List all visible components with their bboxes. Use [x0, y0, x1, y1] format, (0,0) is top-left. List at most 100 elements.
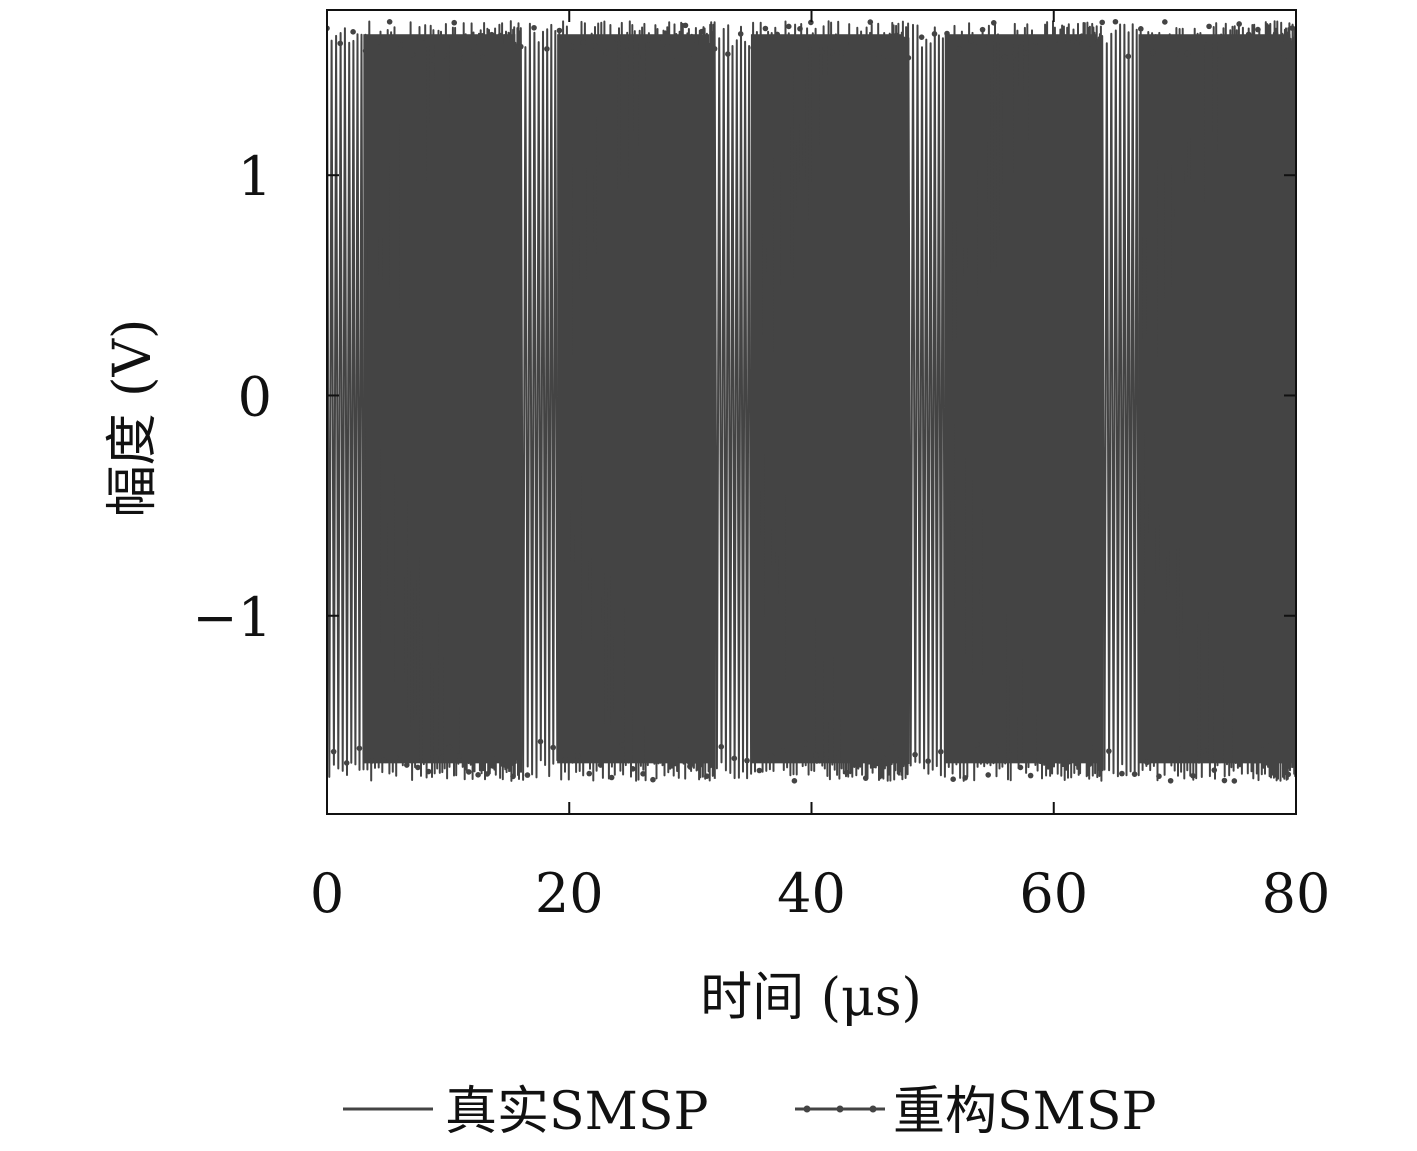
recon-marker — [1272, 30, 1279, 37]
recon-marker — [968, 37, 974, 44]
recon-marker — [1255, 26, 1261, 33]
recon-marker — [1236, 21, 1242, 27]
y-tick-label-0: 1 — [238, 145, 272, 208]
recon-marker — [603, 49, 609, 56]
recon-marker — [592, 43, 598, 49]
recon-marker — [918, 34, 925, 40]
recon-marker — [619, 742, 626, 748]
recon-marker — [695, 749, 702, 756]
recon-marker — [451, 19, 458, 26]
y-axis-label: 幅度 (V) — [103, 319, 163, 518]
recon-marker — [1285, 771, 1292, 778]
recon-marker — [678, 743, 684, 749]
recon-marker — [1056, 746, 1063, 753]
recon-marker — [550, 744, 557, 751]
recon-marker — [1250, 745, 1257, 751]
recon-marker — [493, 755, 499, 762]
recon-marker — [1289, 25, 1296, 31]
x-axis-ticks: 0 20 40 60 80 — [310, 10, 1330, 925]
recon-marker — [901, 51, 908, 58]
x-tick-label-2: 40 — [777, 862, 846, 925]
recon-marker — [1012, 52, 1019, 58]
recon-marker — [1125, 53, 1132, 60]
recon-marker — [889, 744, 896, 750]
recon-marker — [699, 28, 706, 35]
recon-marker — [848, 40, 855, 47]
recon-marker — [867, 19, 874, 25]
recon-marker — [1221, 777, 1228, 784]
recon-marker — [1179, 745, 1185, 752]
recon-marker — [956, 46, 962, 52]
recon-marker — [853, 752, 860, 759]
recon-marker — [912, 751, 918, 758]
recon-marker — [608, 774, 615, 781]
recon-marker — [1268, 740, 1275, 747]
burst-wave-2 — [713, 20, 910, 782]
recon-marker — [398, 42, 404, 49]
recon-marker — [544, 46, 550, 52]
recon-marker — [415, 764, 421, 771]
recon-marker — [537, 738, 544, 745]
recon-marker — [1074, 760, 1081, 767]
recon-marker — [813, 752, 820, 759]
recon-marker — [1231, 778, 1238, 784]
recon-marker — [1007, 752, 1013, 759]
recon-marker — [580, 39, 587, 46]
recon-marker — [768, 752, 775, 759]
recon-marker — [456, 753, 462, 759]
recon-marker — [446, 744, 453, 750]
recon-marker — [1037, 758, 1044, 765]
recon-marker — [1070, 38, 1076, 45]
recon-marker — [1083, 751, 1089, 757]
recon-marker — [669, 751, 675, 757]
recon-marker — [872, 739, 878, 745]
recon-marker — [330, 748, 337, 755]
recon-marker — [931, 31, 938, 37]
recon-marker — [436, 750, 442, 756]
recon-marker — [791, 778, 798, 784]
recon-marker — [893, 32, 900, 39]
recon-marker — [630, 766, 636, 772]
recon-marker — [1173, 50, 1180, 57]
recon-marker — [744, 757, 750, 764]
burst-wave-0 — [327, 20, 522, 782]
recon-marker — [1195, 35, 1202, 41]
recon-marker — [1162, 19, 1168, 25]
recon-marker — [1216, 52, 1223, 58]
recon-marker — [938, 748, 944, 755]
recon-marker — [1001, 54, 1008, 60]
recon-marker — [645, 42, 651, 49]
recon-marker — [518, 43, 524, 50]
recon-marker — [425, 768, 432, 775]
recon-marker — [950, 776, 956, 783]
recon-marker — [1156, 773, 1162, 780]
recon-marker — [897, 753, 904, 759]
recon-marker — [664, 43, 671, 50]
recon-marker — [1079, 33, 1085, 40]
recon-marker — [687, 763, 693, 770]
recon-marker — [823, 751, 830, 758]
recon-marker — [802, 740, 809, 747]
recon-marker — [1099, 19, 1105, 26]
burst-wave-4 — [1101, 20, 1296, 782]
recon-marker — [475, 772, 481, 778]
recon-marker — [974, 741, 980, 748]
recon-marker — [1184, 50, 1191, 57]
recon-marker — [380, 757, 387, 764]
recon-marker — [484, 771, 491, 777]
recon-marker — [501, 762, 508, 768]
recon-marker — [562, 756, 569, 763]
recon-marker — [756, 767, 763, 774]
recon-marker — [731, 755, 738, 762]
recon-marker — [1131, 771, 1138, 777]
recon-marker — [885, 56, 891, 63]
recon-marker — [1027, 772, 1034, 779]
legend-label-true: 真实SMSP — [445, 1082, 708, 1142]
recon-marker — [1206, 23, 1212, 30]
recon-marker — [1281, 54, 1287, 60]
recon-marker — [568, 43, 575, 50]
recon-marker — [343, 760, 350, 766]
recon-marker — [420, 34, 427, 41]
recon-marker — [1211, 767, 1218, 773]
